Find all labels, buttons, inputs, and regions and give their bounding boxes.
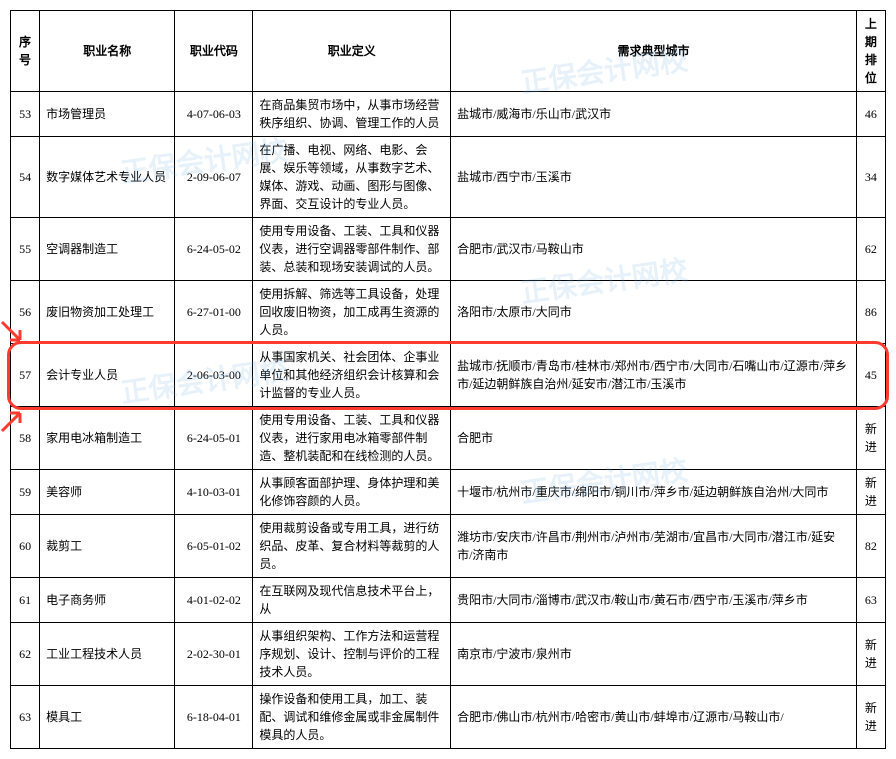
cell-city: 十堰市/杭州市/重庆市/绵阳市/铜川市/萍乡市/延边朝鲜族自治州/大同市	[451, 470, 857, 515]
cell-name: 电子商务师	[40, 578, 175, 623]
table-row: 60裁剪工6-05-01-02使用裁剪设备或专用工具，进行纺织品、皮革、复合材料…	[11, 515, 886, 578]
cell-code: 2-06-03-00	[175, 344, 253, 407]
cell-city: 盐城市/西宁市/玉溪市	[451, 137, 857, 218]
cell-num: 63	[11, 686, 40, 749]
table-header-row: 序号 职业名称 职业代码 职业定义 需求典型城市 上期排位	[11, 11, 886, 92]
cell-def: 在广播、电视、网络、电影、会展、娱乐等领域，从事数字艺术、媒体、游戏、动画、图形…	[253, 137, 451, 218]
cell-def: 使用专用设备、工装、工具和仪器仪表，进行家用电冰箱零部件制造、整机装配和在线检测…	[253, 407, 451, 470]
table-row: 61电子商务师4-01-02-02在互联网及现代信息技术平台上，从贵阳市/大同市…	[11, 578, 886, 623]
cell-def: 使用裁剪设备或专用工具，进行纺织品、皮革、复合材料等裁剪的人员。	[253, 515, 451, 578]
cell-rank: 新进	[856, 407, 885, 470]
cell-name: 美容师	[40, 470, 175, 515]
cell-num: 61	[11, 578, 40, 623]
table-row: 57会计专业人员2-06-03-00从事国家机关、社会团体、企事业单位和其他经济…	[11, 344, 886, 407]
cell-def: 在商品集贸市场中，从事市场经营秩序组织、协调、管理工作的人员	[253, 92, 451, 137]
cell-def: 从事国家机关、社会团体、企事业单位和其他经济组织会计核算和会计监督的专业人员。	[253, 344, 451, 407]
cell-num: 59	[11, 470, 40, 515]
cell-name: 家用电冰箱制造工	[40, 407, 175, 470]
cell-rank: 新进	[856, 470, 885, 515]
table-row: 62工业工程技术人员2-02-30-01从事组织架构、工作方法和运营程序规划、设…	[11, 623, 886, 686]
header-name: 职业名称	[40, 11, 175, 92]
cell-def: 操作设备和使用工具，加工、装配、调试和维修金属或非金属制件模具的人员。	[253, 686, 451, 749]
cell-rank: 86	[856, 281, 885, 344]
occupation-table: 序号 职业名称 职业代码 职业定义 需求典型城市 上期排位 53市场管理员4-0…	[10, 10, 886, 749]
table-row: 56废旧物资加工处理工6-27-01-00使用拆解、筛选等工具设备，处理回收废旧…	[11, 281, 886, 344]
cell-city: 盐城市/抚顺市/青岛市/桂林市/郑州市/西宁市/大同市/石嘴山市/辽源市/萍乡市…	[451, 344, 857, 407]
cell-num: 55	[11, 218, 40, 281]
cell-num: 54	[11, 137, 40, 218]
cell-num: 57	[11, 344, 40, 407]
cell-num: 53	[11, 92, 40, 137]
cell-city: 合肥市	[451, 407, 857, 470]
cell-num: 58	[11, 407, 40, 470]
cell-code: 2-02-30-01	[175, 623, 253, 686]
table-row: 58家用电冰箱制造工6-24-05-01使用专用设备、工装、工具和仪器仪表，进行…	[11, 407, 886, 470]
cell-rank: 82	[856, 515, 885, 578]
cell-city: 合肥市/武汉市/马鞍山市	[451, 218, 857, 281]
table-row: 54数字媒体艺术专业人员2-09-06-07在广播、电视、网络、电影、会展、娱乐…	[11, 137, 886, 218]
cell-code: 6-18-04-01	[175, 686, 253, 749]
table-row: 53市场管理员4-07-06-03在商品集贸市场中，从事市场经营秩序组织、协调、…	[11, 92, 886, 137]
cell-name: 模具工	[40, 686, 175, 749]
cell-num: 62	[11, 623, 40, 686]
cell-name: 裁剪工	[40, 515, 175, 578]
cell-city: 洛阳市/太原市/大同市	[451, 281, 857, 344]
cell-code: 6-24-05-02	[175, 218, 253, 281]
cell-city: 南京市/宁波市/泉州市	[451, 623, 857, 686]
table-row: 63模具工6-18-04-01操作设备和使用工具，加工、装配、调试和维修金属或非…	[11, 686, 886, 749]
cell-def: 从事顾客面部护理、身体护理和美化修饰容颜的人员。	[253, 470, 451, 515]
cell-def: 从事组织架构、工作方法和运营程序规划、设计、控制与评价的工程技术人员。	[253, 623, 451, 686]
cell-code: 6-24-05-01	[175, 407, 253, 470]
cell-code: 4-10-03-01	[175, 470, 253, 515]
cell-rank: 新进	[856, 686, 885, 749]
header-def: 职业定义	[253, 11, 451, 92]
cell-name: 数字媒体艺术专业人员	[40, 137, 175, 218]
header-num: 序号	[11, 11, 40, 92]
cell-name: 工业工程技术人员	[40, 623, 175, 686]
cell-rank: 45	[856, 344, 885, 407]
cell-city: 贵阳市/大同市/淄博市/武汉市/鞍山市/黄石市/西宁市/玉溪市/萍乡市	[451, 578, 857, 623]
cell-code: 4-01-02-02	[175, 578, 253, 623]
cell-name: 空调器制造工	[40, 218, 175, 281]
cell-def: 使用拆解、筛选等工具设备，处理回收废旧物资，加工成再生资源的人员。	[253, 281, 451, 344]
cell-city: 潍坊市/安庆市/许昌市/荆州市/泸州市/芜湖市/宜昌市/大同市/潜江市/延安市/…	[451, 515, 857, 578]
cell-code: 6-05-01-02	[175, 515, 253, 578]
cell-def: 在互联网及现代信息技术平台上，从	[253, 578, 451, 623]
cell-rank: 46	[856, 92, 885, 137]
cell-rank: 63	[856, 578, 885, 623]
cell-code: 4-07-06-03	[175, 92, 253, 137]
cell-city: 合肥市/佛山市/杭州市/哈密市/黄山市/蚌埠市/辽源市/马鞍山市/	[451, 686, 857, 749]
cell-name: 会计专业人员	[40, 344, 175, 407]
cell-city: 盐城市/威海市/乐山市/武汉市	[451, 92, 857, 137]
cell-code: 2-09-06-07	[175, 137, 253, 218]
cell-name: 市场管理员	[40, 92, 175, 137]
table-row: 59美容师4-10-03-01从事顾客面部护理、身体护理和美化修饰容颜的人员。十…	[11, 470, 886, 515]
table-row: 55空调器制造工6-24-05-02使用专用设备、工装、工具和仪器仪表，进行空调…	[11, 218, 886, 281]
cell-rank: 34	[856, 137, 885, 218]
cell-code: 6-27-01-00	[175, 281, 253, 344]
cell-def: 使用专用设备、工装、工具和仪器仪表，进行空调器零部件制作、部装、总装和现场安装调…	[253, 218, 451, 281]
cell-num: 60	[11, 515, 40, 578]
cell-num: 56	[11, 281, 40, 344]
cell-name: 废旧物资加工处理工	[40, 281, 175, 344]
header-city: 需求典型城市	[451, 11, 857, 92]
header-rank: 上期排位	[856, 11, 885, 92]
header-code: 职业代码	[175, 11, 253, 92]
cell-rank: 62	[856, 218, 885, 281]
cell-rank: 新进	[856, 623, 885, 686]
